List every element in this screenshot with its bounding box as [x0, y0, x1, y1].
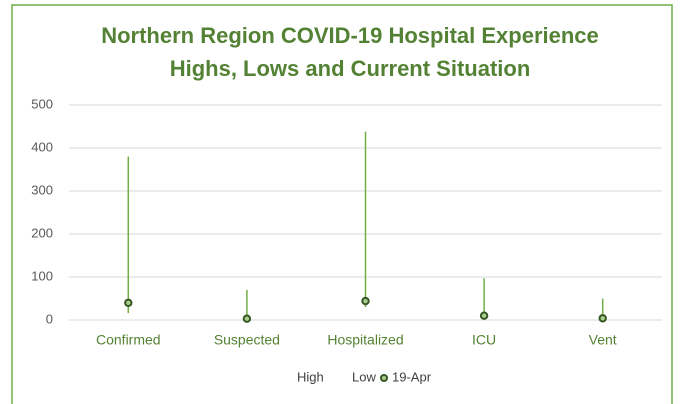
chart-title: Northern Region COVID-19 Hospital Experi…: [101, 23, 599, 48]
y-tick-label: 300: [31, 182, 53, 197]
x-tick-label: Vent: [589, 332, 617, 348]
y-tick-label: 0: [46, 311, 53, 326]
current-marker: [361, 296, 370, 306]
current-marker: [242, 314, 252, 323]
current-marker: [479, 311, 489, 320]
x-tick-label: Hospitalized: [327, 332, 403, 348]
legend-marker: [380, 374, 388, 382]
y-tick-label: 100: [31, 268, 53, 283]
y-tick-label: 500: [31, 96, 53, 111]
y-tick-label: 400: [31, 139, 53, 154]
x-tick-label: ICU: [472, 332, 496, 348]
legend-label: High: [297, 369, 324, 384]
x-tick-label: Suspected: [214, 332, 280, 348]
y-tick-label: 200: [31, 225, 53, 240]
chart-frame: [11, 4, 673, 404]
current-marker: [124, 298, 133, 307]
x-tick-label: Confirmed: [96, 332, 161, 348]
current-marker: [598, 314, 607, 323]
legend-label: 19-Apr: [392, 369, 432, 384]
chart-subtitle: Highs, Lows and Current Situation: [170, 56, 531, 81]
legend-label: Low: [352, 369, 376, 384]
